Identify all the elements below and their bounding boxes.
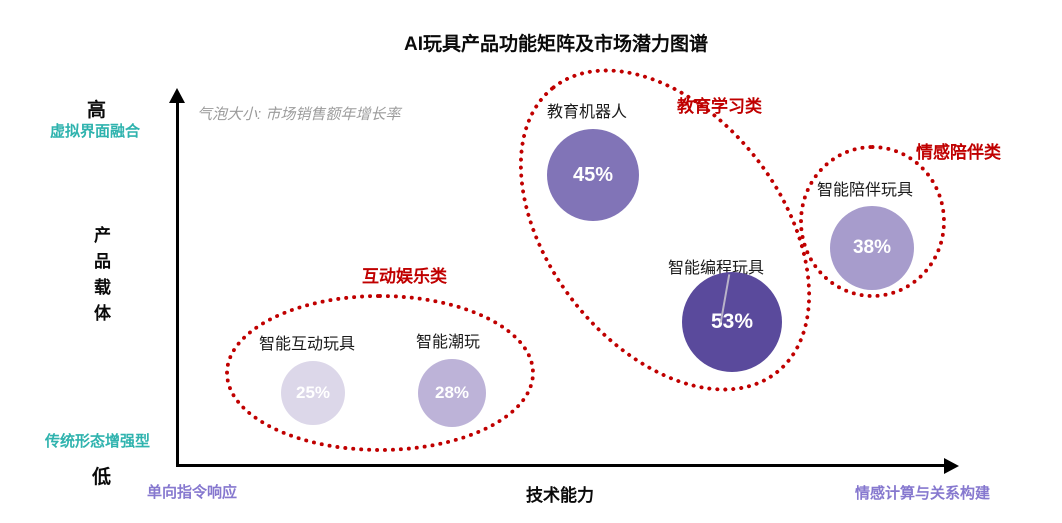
- bubble-value: 25%: [295, 383, 331, 402]
- bubble-education-robot: 45%: [547, 129, 639, 221]
- page-title: AI玩具产品功能矩阵及市场潜力图谱: [403, 34, 708, 55]
- bubble-value: 45%: [572, 163, 614, 186]
- cluster-ellipse-emotional-companionship: [799, 145, 946, 298]
- y-axis-high-desc: 虚拟界面融合: [50, 123, 141, 140]
- y-axis-low-tick: 低: [92, 467, 112, 488]
- bubble-smart-interactive-toy: 25%: [281, 361, 345, 425]
- bubble-smart-companion-toy: 38%: [830, 206, 914, 290]
- bubble-value: 53%: [710, 310, 754, 333]
- cluster-label-interactive-entertainment: 互动娱乐类: [362, 267, 447, 286]
- y-axis-line: [176, 100, 179, 466]
- bubble-value: 28%: [434, 383, 470, 402]
- bubble-size-legend: 气泡大小: 市场销售额年增长率: [197, 106, 401, 123]
- x-axis-arrow-right-icon: [944, 458, 959, 474]
- bubble-label-smart-companion-toy: 智能陪伴玩具: [817, 182, 914, 199]
- y-axis-arrow-up-icon: [169, 88, 185, 103]
- bubble-value: 38%: [852, 237, 892, 258]
- y-axis-high-tick: 高: [87, 100, 107, 121]
- x-axis-left-desc: 单向指令响应: [147, 484, 238, 501]
- cluster-ellipse-interactive-entertainment: [225, 294, 535, 452]
- x-axis-line: [176, 464, 948, 467]
- bubble-label-education-robot: 教育机器人: [547, 104, 628, 121]
- x-axis-right-desc: 情感计算与关系构建: [855, 485, 991, 502]
- bubble-label-smart-interactive-toy: 智能互动玩具: [259, 336, 356, 353]
- cluster-label-emotional-companionship: 情感陪伴类: [916, 143, 1001, 162]
- bubble-smart-coding-toy: 53%: [682, 272, 782, 372]
- bubble-smart-trendy-toy: 28%: [418, 359, 486, 427]
- bubble-label-smart-trendy-toy: 智能潮玩: [416, 334, 481, 351]
- y-axis-low-desc: 传统形态增强型: [45, 433, 151, 450]
- cluster-label-education-learning: 教育学习类: [677, 97, 762, 116]
- y-axis-title: 产品载体: [91, 226, 110, 330]
- x-axis-title: 技术能力: [526, 486, 594, 505]
